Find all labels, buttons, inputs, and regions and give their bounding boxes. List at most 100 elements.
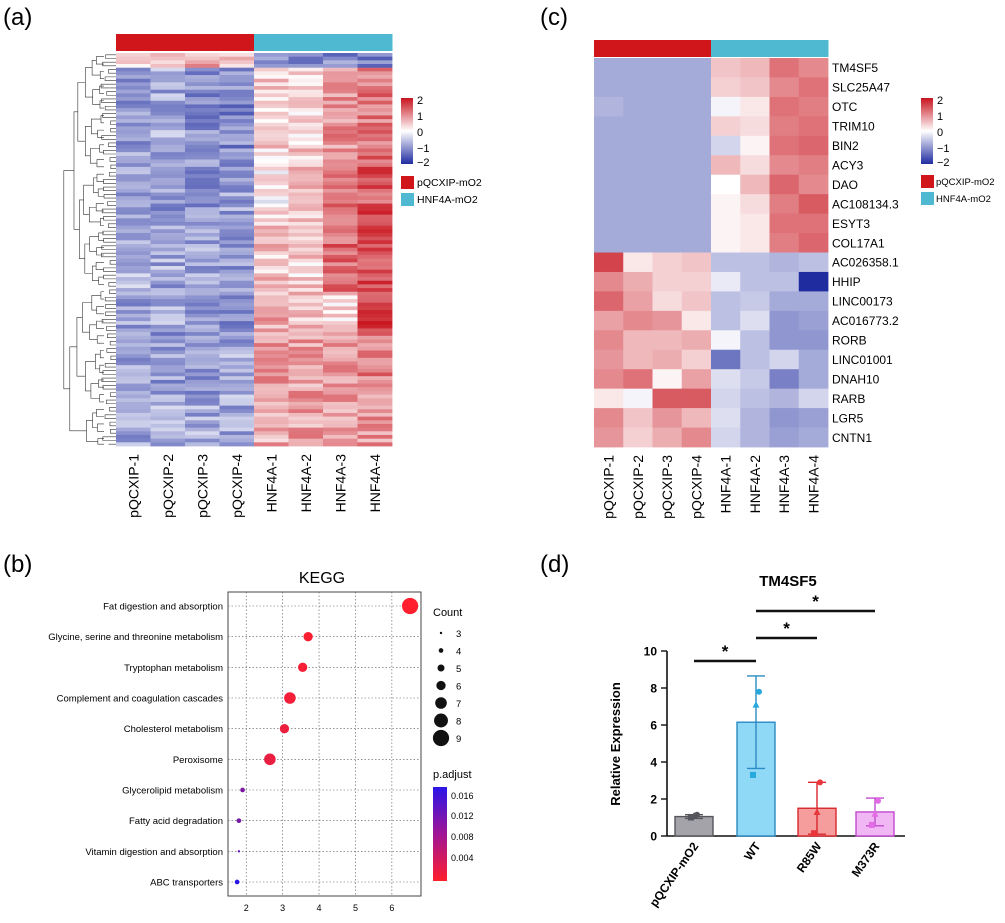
heatmap-a-cell bbox=[185, 273, 220, 278]
heatmap-a-cell bbox=[288, 236, 324, 241]
heatmap-a-cell bbox=[357, 247, 393, 252]
heatmap-c-cell bbox=[623, 155, 653, 176]
heatmap-a-cell bbox=[150, 357, 186, 362]
heatmap-a-cell bbox=[254, 273, 289, 278]
heatmap-a-cell bbox=[150, 229, 186, 234]
heatmap-a-cell bbox=[254, 243, 289, 249]
dendrogram-branch bbox=[104, 296, 116, 302]
heatmap-a-cell bbox=[254, 376, 289, 381]
kegg-pathway-label: Peroxisome bbox=[173, 755, 223, 766]
heatmap-a-cell bbox=[150, 71, 186, 76]
heatmap-a-cell bbox=[288, 273, 324, 278]
barchart-point bbox=[811, 830, 817, 837]
heatmap-a-cell bbox=[116, 144, 151, 149]
heatmap-a-cell bbox=[150, 247, 186, 252]
heatmap-c-cell bbox=[681, 116, 712, 137]
heatmap-a-cell bbox=[288, 299, 324, 304]
heatmap-a-cell bbox=[219, 111, 255, 116]
heatmap-a-cell bbox=[150, 328, 186, 333]
heatmap-a-cell bbox=[116, 243, 151, 249]
heatmap-a-cell bbox=[254, 225, 289, 230]
heatmap-a-cell bbox=[116, 280, 151, 285]
heatmap-a-cell bbox=[185, 93, 220, 98]
heatmap-a-cell bbox=[116, 412, 151, 418]
heatmap-a-cell bbox=[219, 277, 255, 282]
heatmap-a-cell bbox=[116, 313, 151, 318]
heatmap-a-column-label: HNF4A-3 bbox=[332, 454, 348, 513]
heatmap-a-cell bbox=[116, 409, 151, 414]
heatmap-a-cell bbox=[150, 122, 186, 127]
kegg-dotplot: KEGG Fat digestion and absorption Glycine… bbox=[48, 570, 473, 913]
heatmap-a-cell bbox=[185, 354, 220, 359]
heatmap-a-cell bbox=[150, 210, 186, 216]
heatmap-a-cell bbox=[323, 192, 358, 197]
heatmap-c-cell bbox=[798, 310, 829, 331]
dendrogram-branch bbox=[108, 172, 116, 177]
heatmap-a-cell bbox=[288, 306, 324, 311]
kegg-count-legend-dot bbox=[434, 713, 448, 728]
heatmap-a-cell bbox=[357, 188, 393, 193]
heatmap-c-column-label: HNF4A-3 bbox=[776, 455, 792, 514]
heatmap-a-cell bbox=[219, 313, 255, 318]
heatmap-a-cell bbox=[116, 328, 151, 333]
heatmap-a-cell bbox=[323, 148, 358, 153]
heatmap-a-cell bbox=[150, 390, 186, 395]
heatmap-a-cell bbox=[150, 174, 186, 179]
heatmap-a-cell bbox=[116, 199, 151, 204]
heatmap-a-cell bbox=[254, 56, 289, 61]
heatmap-c-cell bbox=[769, 330, 800, 351]
heatmap-a-cell bbox=[254, 214, 289, 219]
dendrogram-branch bbox=[99, 100, 104, 109]
heatmap-a-cell bbox=[288, 258, 324, 263]
heatmap-c-cell bbox=[740, 271, 770, 292]
heatmap-a-cell bbox=[357, 258, 393, 263]
heatmap-a-cell bbox=[323, 434, 358, 440]
heatmap-a-cell bbox=[185, 398, 220, 403]
heatmap-a-cell bbox=[185, 372, 220, 377]
heatmap-a-cell bbox=[116, 262, 151, 267]
heatmap-a-cell bbox=[254, 126, 289, 131]
heatmap-a-cell bbox=[288, 277, 324, 282]
heatmap-a-cell bbox=[116, 251, 151, 256]
heatmap-a-cell bbox=[150, 420, 186, 425]
heatmap-a-cell bbox=[254, 236, 289, 241]
heatmap-a-cell bbox=[116, 372, 151, 377]
heatmap-a-cell bbox=[357, 343, 393, 348]
heatmap-a-cell bbox=[288, 93, 324, 98]
heatmap-a-cell bbox=[219, 148, 255, 153]
heatmap-a-cell bbox=[219, 207, 255, 212]
heatmap-a-cell bbox=[357, 332, 393, 337]
kegg-dot bbox=[279, 724, 290, 734]
heatmap-a-cell bbox=[323, 56, 358, 61]
heatmap-c-cell bbox=[769, 233, 800, 253]
heatmap-a-cell bbox=[323, 203, 358, 208]
heatmap-a-cell bbox=[116, 306, 151, 311]
heatmap-a-cell bbox=[323, 166, 358, 171]
heatmap-a-cell bbox=[323, 412, 358, 418]
heatmap-c-color-legend: 2 1 0 −1 −2 pQCXIP-mO2 HNF4A-mO2 bbox=[921, 95, 995, 205]
heatmap-c-cell bbox=[652, 349, 683, 370]
heatmap-a-cell bbox=[150, 376, 186, 381]
dendrogram-branch bbox=[99, 71, 104, 80]
heatmap-a-cell bbox=[323, 398, 358, 403]
heatmap-a-cell bbox=[185, 210, 220, 216]
dendrogram-branch bbox=[106, 348, 116, 353]
kegg-count-legend-label: 4 bbox=[456, 647, 461, 658]
heatmap-a-cell bbox=[185, 357, 220, 362]
barchart-point bbox=[871, 810, 879, 817]
barchart-point bbox=[813, 808, 821, 815]
heatmap-a-cell bbox=[150, 148, 186, 153]
heatmap-c-cell bbox=[740, 252, 770, 273]
heatmap-c-cell bbox=[711, 349, 741, 370]
heatmap-a-cell bbox=[288, 357, 324, 362]
heatmap-a-cell bbox=[116, 390, 151, 395]
heatmap-a-cell bbox=[150, 126, 186, 131]
heatmap-a-cell bbox=[323, 357, 358, 362]
heatmap-a-cell bbox=[323, 258, 358, 263]
heatmap-a-cell bbox=[150, 203, 186, 208]
kegg-count-legend-label: 3 bbox=[456, 629, 461, 640]
heatmap-a-cell bbox=[288, 199, 324, 204]
heatmap-a-cell bbox=[357, 434, 393, 440]
heatmap-a-cell bbox=[254, 170, 289, 175]
